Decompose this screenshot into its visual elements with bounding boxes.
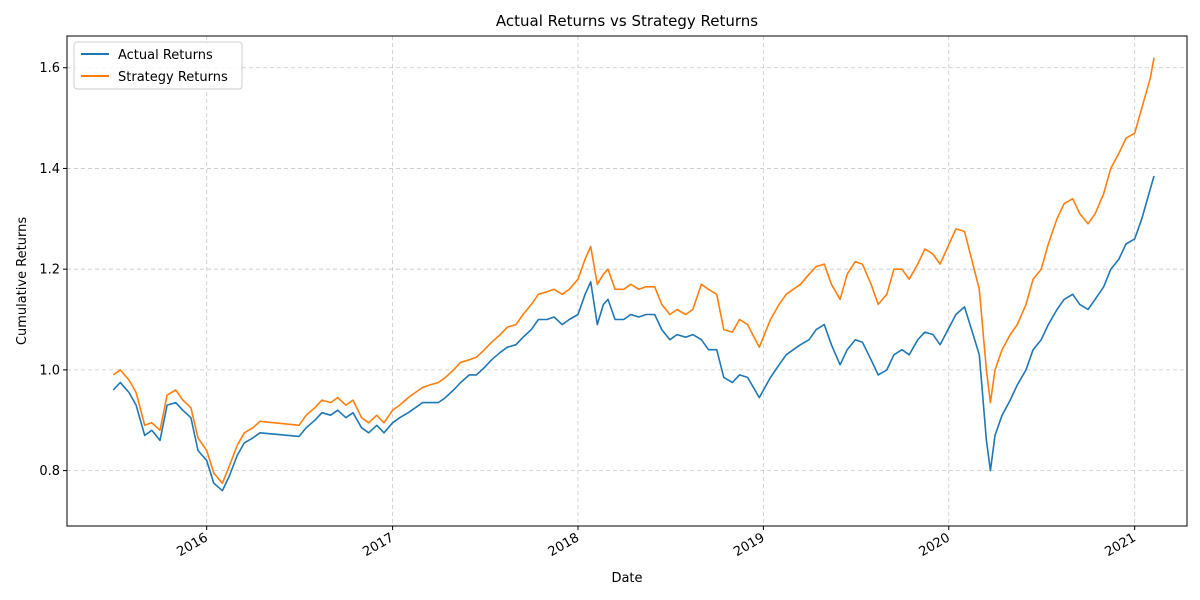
y-tick-label: 1.4	[39, 162, 60, 177]
y-tick-label: 1.2	[39, 263, 60, 278]
chart-title: Actual Returns vs Strategy Returns	[496, 12, 758, 30]
legend: Actual Returns Strategy Returns	[73, 41, 243, 90]
y-tick-label: 0.8	[39, 464, 60, 479]
x-axis-label: Date	[611, 571, 642, 586]
y-tick-label: 1.0	[39, 363, 60, 378]
series-line-strategy-returns	[112, 57, 1155, 484]
y-tick-label: 1.6	[39, 61, 60, 76]
series-line-actual-returns	[112, 175, 1155, 492]
legend-box	[73, 41, 243, 90]
grid	[67, 36, 1187, 526]
series-lines	[112, 57, 1155, 492]
legend-label-strategy-returns: Strategy Returns	[118, 70, 228, 85]
y-axis-label: Cumulative Returns	[15, 217, 30, 345]
plot-frame	[66, 35, 1188, 527]
legend-label-actual-returns: Actual Returns	[118, 48, 213, 63]
